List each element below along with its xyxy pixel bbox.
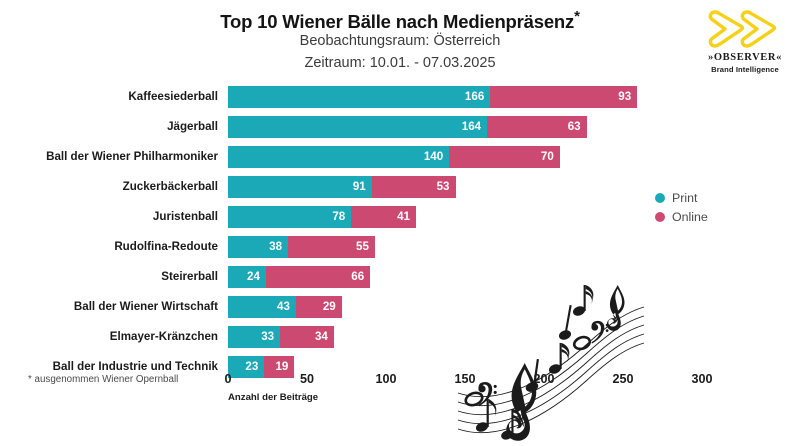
bar-segment-online: 93 — [490, 86, 638, 108]
bar-category-label: Elmayer-Kränzchen — [109, 330, 218, 343]
observer-logo: »OBSERVER« Brand Intelligence — [697, 6, 793, 78]
bar-segment-online: 19 — [264, 356, 295, 378]
stacked-bar: 43 29 — [228, 296, 342, 318]
bar-segment-print: 91 — [228, 176, 372, 198]
table-row: Jägerball 164 63 — [0, 116, 800, 146]
legend-item-print[interactable]: Print — [655, 189, 708, 206]
chart-header: Top 10 Wiener Bälle nach Medienpräsenz* … — [0, 0, 800, 86]
bar-segment-print: 164 — [228, 116, 488, 138]
table-row: Ball der Wiener Wirtschaft 43 29 — [0, 296, 800, 326]
x-axis-tick: 200 — [533, 372, 555, 386]
bar-value-label: 41 — [397, 210, 410, 223]
title-text: Top 10 Wiener Bälle nach Medienpräsenz — [220, 11, 575, 33]
bar-segment-print: 38 — [228, 236, 289, 258]
bar-category-label: Rudolfina-Redoute — [114, 240, 218, 253]
chart-plot-area: Kaffeesiederball 166 93 Jägerball 164 63 Ball … — [0, 86, 800, 441]
stacked-bar: 24 66 — [228, 266, 371, 288]
table-row: Ball der Wiener Philharmoniker 140 70 — [0, 146, 800, 176]
bar-value-label: 33 — [261, 330, 275, 343]
bar-value-label: 164 — [461, 120, 482, 133]
table-row: Zuckerbäckerball 91 53 — [0, 176, 800, 206]
x-axis-tick: 0 — [224, 372, 232, 386]
x-axis-tick: 150 — [454, 372, 476, 386]
table-row: Steirerball 24 66 — [0, 266, 800, 296]
legend-label: Online — [672, 209, 708, 224]
x-axis-tick: 250 — [612, 372, 634, 386]
bar-category-label: Kaffeesiederball — [128, 90, 218, 103]
bar-category-label: Juristenball — [152, 210, 218, 223]
bar-segment-online: 34 — [280, 326, 334, 348]
bar-value-label: 93 — [618, 90, 632, 103]
bar-segment-print: 78 — [228, 206, 352, 228]
stacked-bar: 23 19 — [228, 356, 295, 378]
bar-value-label: 38 — [269, 240, 283, 253]
bar-value-label: 29 — [322, 300, 336, 313]
legend-label: Print — [672, 190, 698, 205]
bar-category-label: Ball der Industrie und Technik — [52, 360, 218, 373]
stacked-bar: 164 63 — [228, 116, 587, 138]
bar-category-label: Zuckerbäckerball — [122, 180, 218, 193]
bar-value-label: 43 — [277, 300, 290, 313]
bar-segment-online: 63 — [487, 116, 587, 138]
bar-value-label: 66 — [351, 270, 365, 283]
bar-value-label: 166 — [464, 90, 485, 103]
table-row: Ball der Industrie und Technik 23 19 — [0, 356, 800, 386]
legend-color-swatch — [655, 192, 665, 203]
stacked-bar: 166 93 — [228, 86, 638, 108]
bar-segment-print: 43 — [228, 296, 296, 318]
chart-legend: Print Online — [655, 189, 708, 227]
bar-segment-print: 23 — [228, 356, 265, 378]
page-title: Top 10 Wiener Bälle nach Medienpräsenz* — [120, 8, 680, 33]
stacked-bar: 91 53 — [228, 176, 456, 198]
bar-category-label: Steirerball — [161, 270, 218, 283]
bar-value-label: 140 — [423, 150, 444, 163]
bar-value-label: 53 — [436, 180, 450, 193]
stacked-bar: 140 70 — [228, 146, 560, 168]
x-axis-tick: 300 — [691, 372, 713, 386]
bar-value-label: 55 — [356, 240, 369, 253]
legend-color-swatch — [655, 211, 665, 222]
bar-category-label: Ball der Wiener Philharmoniker — [46, 150, 218, 163]
bar-segment-print: 33 — [228, 326, 281, 348]
stacked-bar: 33 34 — [228, 326, 334, 348]
bar-value-label: 91 — [352, 180, 366, 193]
x-axis-tick: 100 — [375, 372, 397, 386]
bar-segment-online: 53 — [371, 176, 456, 198]
bar-value-label: 19 — [275, 360, 289, 373]
bar-category-label: Ball der Wiener Wirtschaft — [73, 300, 218, 313]
bar-value-label: 78 — [332, 210, 346, 223]
bar-segment-online: 55 — [288, 236, 375, 258]
bar-segment-print: 24 — [228, 266, 266, 288]
bar-segment-online: 41 — [351, 206, 416, 228]
bar-value-label: 24 — [247, 270, 260, 283]
bar-segment-online: 66 — [265, 266, 371, 288]
subtitle-period: Zeitraum: 10.01. - 07.03.2025 — [304, 55, 496, 71]
logo-tagline: Brand Intelligence — [711, 65, 779, 74]
x-axis-tick: 50 — [299, 372, 315, 386]
footnote: * ausgenommen Wiener Opernball — [28, 374, 179, 385]
bar-value-label: 34 — [314, 330, 328, 343]
subtitle-region: Beobachtungsraum: Österreich — [299, 33, 501, 49]
bar-value-label: 23 — [245, 360, 259, 373]
table-row: Juristenball 78 41 — [0, 206, 800, 236]
table-row: Rudolfina-Redoute 38 55 — [0, 236, 800, 266]
bar-value-label: 70 — [540, 150, 554, 163]
x-axis: * ausgenommen Wiener Opernball Anzahl de… — [0, 372, 800, 418]
bar-segment-print: 166 — [228, 86, 491, 108]
logo-wordmark: »OBSERVER« — [708, 52, 782, 63]
table-row: Kaffeesiederball 166 93 — [0, 86, 800, 116]
x-axis-title: Anzahl der Beiträge — [228, 392, 319, 403]
bar-segment-online: 29 — [295, 296, 342, 318]
stacked-bar: 78 41 — [228, 206, 416, 228]
bar-value-label: 63 — [567, 120, 581, 133]
bar-segment-print: 140 — [228, 146, 450, 168]
double-chevron-icon — [708, 10, 777, 48]
title-footnote-marker: * — [574, 8, 580, 25]
bar-category-label: Jägerball — [167, 120, 218, 133]
bar-segment-online: 70 — [449, 146, 560, 168]
table-row: Elmayer-Kränzchen 33 34 — [0, 326, 800, 356]
stacked-bar: 38 55 — [228, 236, 375, 258]
legend-item-online[interactable]: Online — [655, 208, 708, 225]
